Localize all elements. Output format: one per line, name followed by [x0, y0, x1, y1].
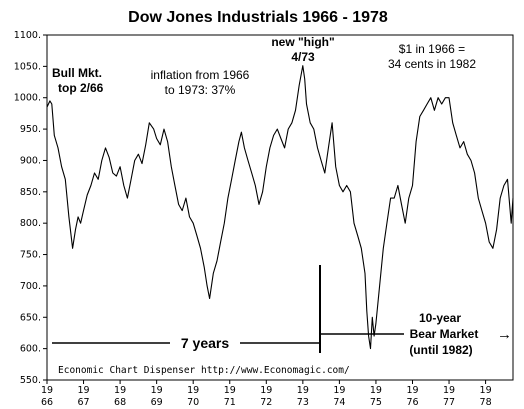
annotation-seven-years: 7 years: [181, 335, 229, 351]
y-tick-label: 1100.: [14, 30, 41, 41]
x-tick-label-top: 19: [443, 385, 455, 396]
y-tick-label: 650.: [20, 312, 41, 323]
x-tick-label-top: 19: [224, 385, 236, 396]
x-tick-label-top: 19: [297, 385, 309, 396]
x-tick-label-bottom: 70: [187, 397, 199, 408]
x-tick-label-bottom: 72: [260, 397, 272, 408]
y-tick-label: 900.: [20, 155, 41, 166]
arrow-right-icon: →: [497, 326, 512, 343]
annotation-high-line2: 4/73: [291, 50, 315, 64]
y-tick-label: 950.: [20, 124, 41, 135]
y-tick-label: 550.: [20, 375, 41, 386]
annotation-dollar-line2: 34 cents in 1982: [388, 57, 476, 71]
y-tick-label: 700.: [20, 281, 41, 292]
annotation-bull-line1: Bull Mkt.: [52, 66, 102, 80]
y-tick-label: 1050.: [14, 61, 41, 72]
x-tick-label-bottom: 78: [480, 397, 492, 408]
x-tick-label-top: 19: [333, 385, 345, 396]
x-tick-label-top: 19: [187, 385, 199, 396]
x-tick-label-bottom: 67: [78, 397, 90, 408]
y-tick-label: 750.: [20, 250, 41, 261]
x-tick-label-top: 19: [78, 385, 90, 396]
x-tick-label-bottom: 75: [370, 397, 382, 408]
x-tick-label-top: 19: [114, 385, 126, 396]
plot-frame: [46, 34, 514, 381]
source-credit: Economic Chart Dispenser http://www.Econ…: [58, 365, 350, 376]
x-tick-label-bottom: 73: [297, 397, 309, 408]
annotation-dollar-line1: $1 in 1966 =: [399, 42, 465, 56]
annotation-bear-line1: 10-year: [419, 311, 461, 325]
x-tick-label-bottom: 74: [333, 397, 345, 408]
annotation-bear-line2: Bear Market: [410, 327, 479, 341]
x-tick-label-top: 19: [41, 385, 53, 396]
series-line-dow: [46, 65, 514, 350]
x-tick-label-bottom: 68: [114, 397, 126, 408]
y-tick-label: 850.: [20, 187, 41, 198]
x-tick-label-bottom: 76: [406, 397, 418, 408]
annotation-bear-line3: (until 1982): [409, 343, 472, 357]
x-tick-label-top: 19: [406, 385, 418, 396]
x-tick-label-top: 19: [260, 385, 272, 396]
annotation-inflation-line1: inflation from 1966: [151, 68, 250, 82]
y-tick-label: 1000.: [14, 93, 41, 104]
x-tick-label-top: 19: [370, 385, 382, 396]
annotation-inflation-line2: to 1973: 37%: [165, 83, 236, 97]
annotation-high-line1: new "high": [271, 35, 334, 49]
y-tick-label: 800.: [20, 218, 41, 229]
x-tick-label-top: 19: [480, 385, 492, 396]
chart-title: Dow Jones Industrials 1966 - 1978: [128, 9, 388, 26]
x-tick-label-bottom: 69: [151, 397, 163, 408]
x-tick-label-top: 19: [151, 385, 163, 396]
y-tick-label: 600.: [20, 344, 41, 355]
y-axis: 550. 600. 650. 700. 750. 800. 850. 900. 950. 1000…: [14, 30, 47, 386]
annotation-bull-line2: top 2/66: [58, 81, 104, 95]
x-tick-label-bottom: 66: [41, 397, 53, 408]
x-tick-label-bottom: 77: [443, 397, 455, 408]
x-axis: 1966196719681969197019711972197319741975…: [41, 380, 492, 408]
x-tick-label-bottom: 71: [224, 397, 236, 408]
